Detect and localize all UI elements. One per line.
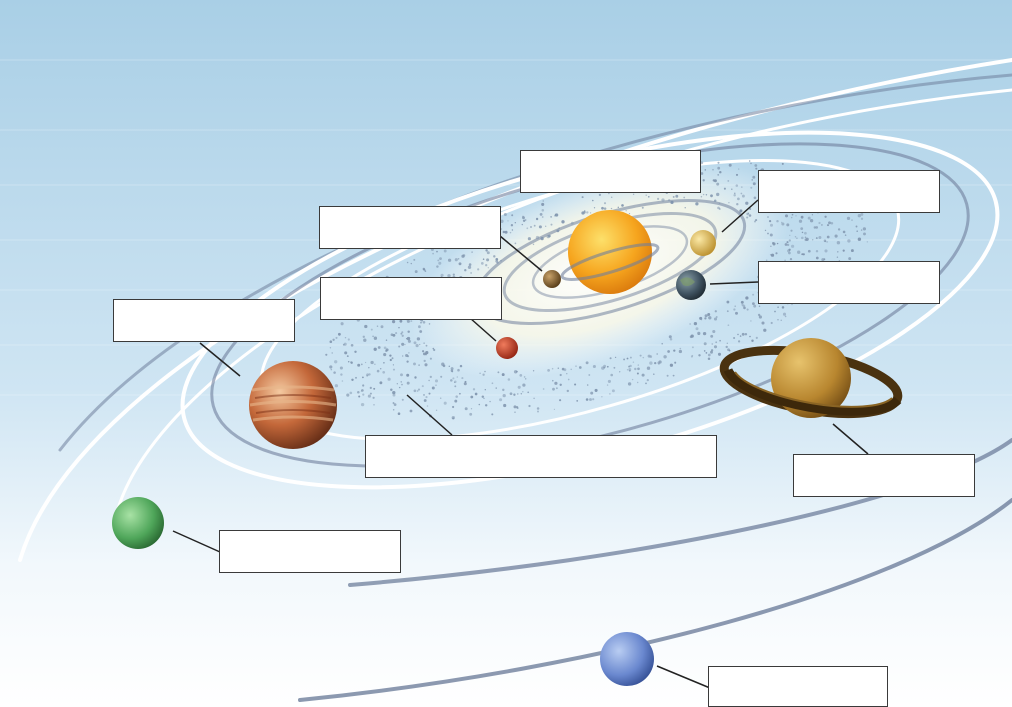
label-box-green-planet[interactable] xyxy=(219,530,401,573)
label-box-yellow-planet[interactable] xyxy=(758,170,940,213)
green-planet-icon xyxy=(112,497,164,549)
sun-icon xyxy=(560,210,660,294)
label-box-banded-planet[interactable] xyxy=(113,299,295,342)
orbit-outer-4 xyxy=(113,88,1012,522)
ringed-planet-icon xyxy=(719,338,903,419)
label-box-asteroid-belt[interactable] xyxy=(365,435,717,478)
planet-icon-red xyxy=(496,337,518,359)
label-box-ringed-planet[interactable] xyxy=(793,454,975,497)
label-box-red-planet[interactable] xyxy=(320,277,502,320)
banded-planet-icon xyxy=(249,361,337,449)
label-box-blue-planet[interactable] xyxy=(708,666,888,707)
orbit-outer-1 xyxy=(298,498,1012,702)
label-box-earthlike-planet[interactable] xyxy=(758,261,940,304)
leader-lines xyxy=(172,199,869,689)
blue-planet-icon xyxy=(600,632,654,686)
label-box-small-planet[interactable] xyxy=(319,206,501,249)
planet-icon-small-left xyxy=(543,270,561,288)
planet-icon-yellow xyxy=(690,230,716,256)
planet-icon-earthlike xyxy=(676,270,706,300)
label-box-sun[interactable] xyxy=(520,150,701,193)
